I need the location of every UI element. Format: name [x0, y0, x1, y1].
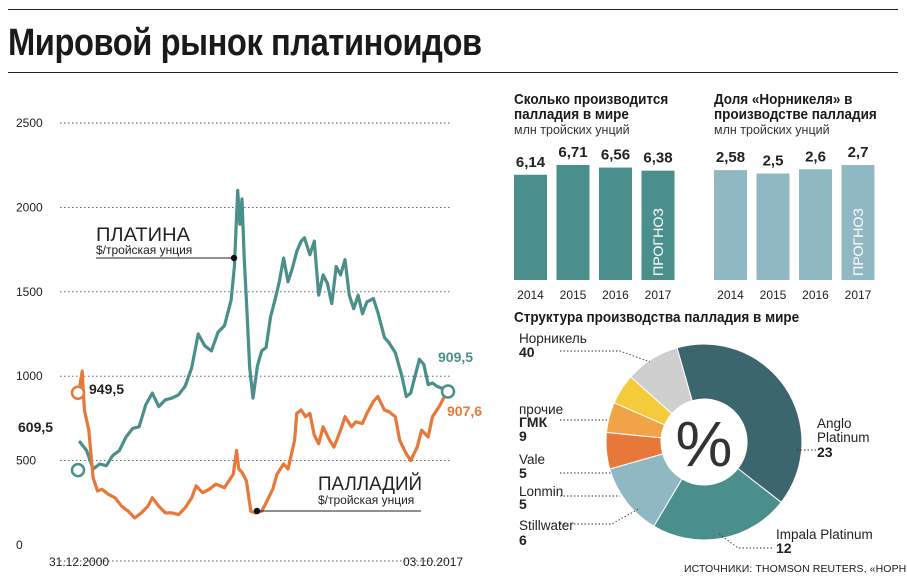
palladium-unit-label: $/тройская унция [318, 493, 414, 507]
platinum-start-value: 609,5 [18, 419, 53, 435]
y-tick-label: 1500 [16, 285, 43, 299]
top-rule [8, 9, 898, 10]
nornickel-x-label: 2017 [845, 288, 872, 302]
pie-slice-anglo-platinum [653, 467, 782, 541]
palladium-start-value: 949,5 [89, 381, 124, 397]
y-tick-label: 0 [16, 538, 23, 552]
platinum-line [78, 188, 449, 471]
platinum-end-value: 909,5 [438, 349, 473, 365]
production-bar-2016 [599, 167, 632, 280]
pie-label-value: 6 [519, 532, 527, 548]
pie-label-name: Vale [519, 452, 545, 467]
pie-label-value: 5 [519, 496, 527, 512]
production-bar-2015 [556, 165, 590, 280]
nornickel-bar-2016 [799, 169, 832, 280]
bar1-title: Сколько производится палладия в мире [514, 92, 685, 122]
production-x-label: 2014 [517, 288, 544, 302]
pie-label-name: Норникель [519, 331, 587, 346]
pie-label-value: 12 [776, 540, 792, 556]
x-end-label: 03.10.2017 [403, 555, 463, 569]
nornickel-bar-value: 2,58 [716, 149, 745, 166]
pie-slice-норникель [676, 343, 803, 504]
nornickel-share-bar-chart: 2,58 2014 2,5 2015 2,6 2016 2,7 2017 ПРОГНОЗ [714, 144, 875, 302]
price-line-chart: 2500 2000 1500 1000 500 0 31.12.2000 03.10.2017… [16, 116, 482, 569]
world-production-bar-chart: 6,14 2014 6,71 2015 6,56 2016 6,38 2017 ПРОГНОЗ [514, 144, 675, 302]
platinum-end-marker [440, 384, 456, 399]
nornickel-bar-2015 [756, 173, 790, 280]
production-bar-value: 6,38 [643, 150, 672, 167]
bar2-unit: млн тройских унций [714, 123, 830, 137]
y-tick-label: 2000 [16, 200, 43, 214]
bar2-title-text: Доля «Норникеля» в производстве палладия [714, 91, 877, 123]
production-bar-value: 6,56 [601, 147, 630, 164]
production-bar-value: 6,71 [558, 144, 587, 161]
production-bar-2014 [514, 174, 547, 280]
nornickel-forecast-label: ПРОГНОЗ [850, 208, 866, 276]
page-title: Мировой рынок платиноидов [8, 22, 482, 64]
pie-label-name: Stillwater [519, 518, 574, 533]
production-forecast-label: ПРОГНОЗ [650, 208, 666, 276]
palladium-start-marker [70, 385, 86, 400]
pie-label-name: Platinum [817, 430, 870, 445]
pie-leader [560, 350, 651, 363]
pie-leader [717, 532, 772, 549]
palladium-leader-dot [253, 507, 261, 515]
production-bar-value: 6,14 [516, 154, 546, 171]
nornickel-x-label: 2015 [760, 288, 787, 302]
platinum-unit-label: $/тройская унция [96, 243, 192, 257]
platinum-leader-dot [230, 254, 238, 262]
y-tick-label: 500 [16, 454, 36, 468]
nornickel-bar-2014 [714, 170, 747, 280]
pie-label-value: 23 [817, 444, 833, 460]
pie-label-value: 9 [519, 428, 527, 444]
platinum-start-marker [70, 462, 86, 478]
bar1-title-text: Сколько производится палладия в мире [514, 91, 669, 123]
nornickel-bar-value: 2,6 [805, 148, 826, 165]
production-x-label: 2017 [645, 288, 672, 302]
nornickel-bar-2017 [841, 165, 875, 280]
nornickel-x-label: 2014 [717, 288, 744, 302]
pie-label-value: 5 [519, 465, 527, 481]
pie-slice-прочие [629, 347, 693, 415]
pie-label-name: Impala Platinum [776, 527, 873, 542]
palladium-end-value: 907,6 [447, 403, 482, 419]
pie-label-value: 40 [519, 344, 535, 360]
platinum-series-label: ПЛАТИНА [96, 225, 190, 246]
nornickel-bar-value: 2,7 [848, 144, 869, 161]
x-start-label: 31.12.2000 [49, 555, 109, 569]
bar1-unit: млн тройских унций [514, 123, 630, 137]
palladium-series-label: ПАЛЛАДИЙ [318, 473, 422, 495]
nornickel-x-label: 2016 [802, 288, 829, 302]
y-tick-label: 2500 [16, 116, 43, 130]
source-note: ИСТОЧНИКИ: THOMSON REUTERS, «НОРНИКЕЛЬ» [684, 563, 907, 575]
pie-label-name: Lonmin [519, 484, 563, 499]
nornickel-bar-value: 2,5 [763, 153, 784, 170]
title-rule [8, 72, 898, 73]
pie-label-name: прочие [519, 402, 563, 417]
y-tick-label: 1000 [16, 369, 43, 383]
production-x-label: 2016 [602, 288, 629, 302]
pie-title: Структура производства палладия в мире [514, 309, 800, 326]
production-x-label: 2015 [560, 288, 587, 302]
pie-center-label: % [676, 408, 733, 480]
pie-label-name-line2: ГМК [519, 414, 548, 430]
bar2-title: Доля «Норникеля» в производстве палладия [714, 92, 890, 122]
production-bar-2017 [641, 170, 675, 280]
pie-label-name: Anglo [817, 416, 852, 431]
